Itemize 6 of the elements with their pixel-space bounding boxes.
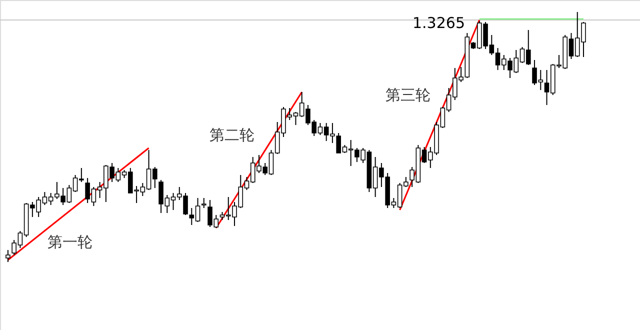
annotation: 1.3265 bbox=[412, 14, 465, 32]
annotation: 第一轮 bbox=[48, 233, 92, 251]
candlestick bbox=[6, 250, 10, 262]
candlestick bbox=[201, 198, 206, 208]
annotation: 第二轮 bbox=[210, 126, 254, 144]
annotation: 第三轮 bbox=[386, 86, 430, 104]
